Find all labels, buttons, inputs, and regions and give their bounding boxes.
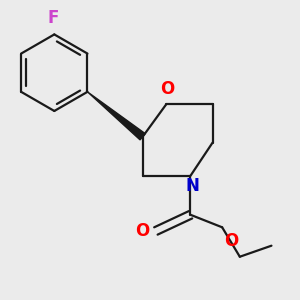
Text: O: O: [160, 80, 174, 98]
Polygon shape: [88, 92, 145, 140]
Text: O: O: [135, 222, 149, 240]
Text: O: O: [224, 232, 239, 250]
Text: N: N: [185, 177, 199, 195]
Text: F: F: [48, 9, 59, 27]
